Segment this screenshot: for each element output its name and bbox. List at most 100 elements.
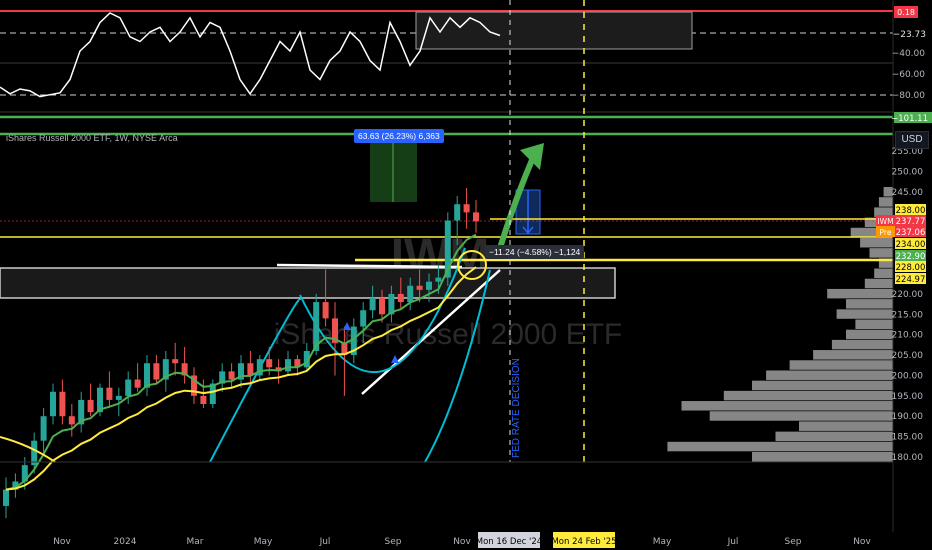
candle-body — [341, 342, 348, 356]
candle-body — [59, 391, 66, 417]
volume-profile-bar — [869, 248, 893, 258]
symbol-info: iShares Russell 2000 ETF, 1W, NYSE Arca — [6, 133, 178, 143]
candle-body — [238, 363, 244, 380]
candle-body — [191, 375, 197, 396]
volume-profile-bar — [874, 268, 893, 279]
measure-down-arrowhead — [522, 226, 534, 235]
price-tag — [895, 273, 926, 284]
candle-body — [247, 363, 254, 376]
volume-profile-bar — [766, 370, 893, 380]
time-highlight-1 — [478, 532, 540, 548]
oscillator-scale: −40.00 −60.00 −80.00 — [892, 49, 926, 101]
price-tick-label: 250.00 — [892, 168, 924, 178]
candles — [3, 187, 479, 519]
price-tick-label: 200.00 — [892, 372, 924, 382]
time-axis-label: Nov — [853, 537, 871, 547]
price-tag — [895, 238, 926, 249]
candle-body — [68, 416, 75, 425]
price-tag-text: 238.00 — [896, 206, 926, 216]
osc-tick-label: −80.00 — [892, 91, 926, 101]
volume-profile-bar — [874, 207, 893, 217]
volume-profile-bar — [813, 350, 893, 360]
osc-level-tag-text: 0.18 — [897, 8, 915, 17]
osc-tick-label: −40.00 — [892, 49, 926, 59]
candle-body — [209, 383, 216, 404]
candle-body — [435, 277, 442, 282]
time-highlight-2 — [553, 532, 615, 548]
measure-up-label: 63.63 (26.23%) 6,363 — [354, 129, 444, 143]
price-tag-text: 224.97 — [896, 275, 926, 285]
ema-slow-left — [0, 436, 56, 463]
candle-body — [313, 302, 320, 351]
candle-body — [172, 359, 179, 364]
price-tag — [895, 250, 926, 261]
volume-profile-bar — [709, 411, 893, 421]
projection-arrowhead — [520, 143, 544, 170]
cup-arc-left — [209, 298, 301, 463]
candle-body — [285, 359, 291, 372]
candle-body — [360, 310, 367, 327]
volume-profile-bar — [878, 197, 893, 207]
green-level-tag-text: −101.11 — [891, 114, 928, 124]
cup-arc-right — [424, 269, 491, 463]
time-axis-labels: Nov 2024 Mar May Jul Sep Nov May Jul Sep Nov — [53, 537, 871, 547]
buy-arrow-1 — [343, 322, 351, 330]
highlight-circle — [457, 250, 487, 280]
candle-body — [181, 363, 188, 376]
candle-body — [21, 465, 28, 482]
volume-profile-bar — [846, 299, 893, 309]
candle-body — [256, 359, 263, 376]
candle-body — [125, 379, 132, 396]
candle-body — [294, 359, 301, 368]
candle-body — [332, 318, 338, 343]
price-tag-prefix-text: IWM — [877, 217, 893, 226]
volume-profile-bar — [878, 258, 893, 268]
price-tag-text: 237.06 — [896, 228, 926, 238]
candle-body — [97, 387, 103, 413]
volume-profile-bar — [855, 319, 893, 329]
time-axis-label: 2024 — [114, 537, 137, 547]
candle-body — [444, 220, 451, 278]
price-tick-label: 180.00 — [892, 453, 924, 463]
volume-profile-bar — [723, 390, 893, 401]
candle-body — [379, 298, 385, 315]
time-axis-label: Sep — [785, 537, 802, 547]
price-tick-label: 185.00 — [892, 433, 924, 443]
candle-body — [144, 363, 150, 388]
candle-body — [162, 359, 169, 380]
volume-profile-bar — [831, 339, 893, 350]
price-tag — [895, 215, 926, 226]
candle-body — [322, 302, 329, 319]
volume-profile-bar — [799, 421, 893, 431]
time-axis[interactable] — [0, 532, 932, 550]
volume-profile-bar — [860, 237, 893, 248]
currency-button[interactable]: USD — [895, 131, 929, 149]
volume-profile-bar — [846, 329, 893, 340]
price-tag-text: 237.77 — [896, 217, 926, 227]
price-tag-prefix — [876, 215, 895, 226]
candle-body — [426, 281, 432, 290]
price-pane: IWM iShares Russell 2000 ETF — [0, 0, 893, 519]
candle-body — [153, 363, 160, 380]
oscillator-line — [0, 12, 501, 98]
candle-body — [31, 440, 38, 466]
candle-body — [463, 204, 470, 213]
price-tick-label: 210.00 — [892, 331, 924, 341]
candle-body — [134, 379, 141, 388]
volume-profile-bar — [836, 309, 893, 319]
volume-profile-bar — [681, 401, 893, 411]
price-tick-label: 205.00 — [892, 351, 924, 361]
price-tag-text: 234.00 — [896, 240, 926, 250]
candle-body — [219, 371, 226, 384]
neckline — [276, 263, 463, 269]
candle-body — [350, 326, 357, 356]
ema-fast-line — [5, 233, 477, 491]
candle-body — [416, 285, 423, 290]
price-tick-label: 220.00 — [892, 290, 924, 300]
price-tag — [895, 261, 926, 272]
time-axis-label: Jul — [319, 537, 331, 547]
candle-body — [228, 371, 235, 380]
price-tick-label: 195.00 — [892, 392, 924, 402]
